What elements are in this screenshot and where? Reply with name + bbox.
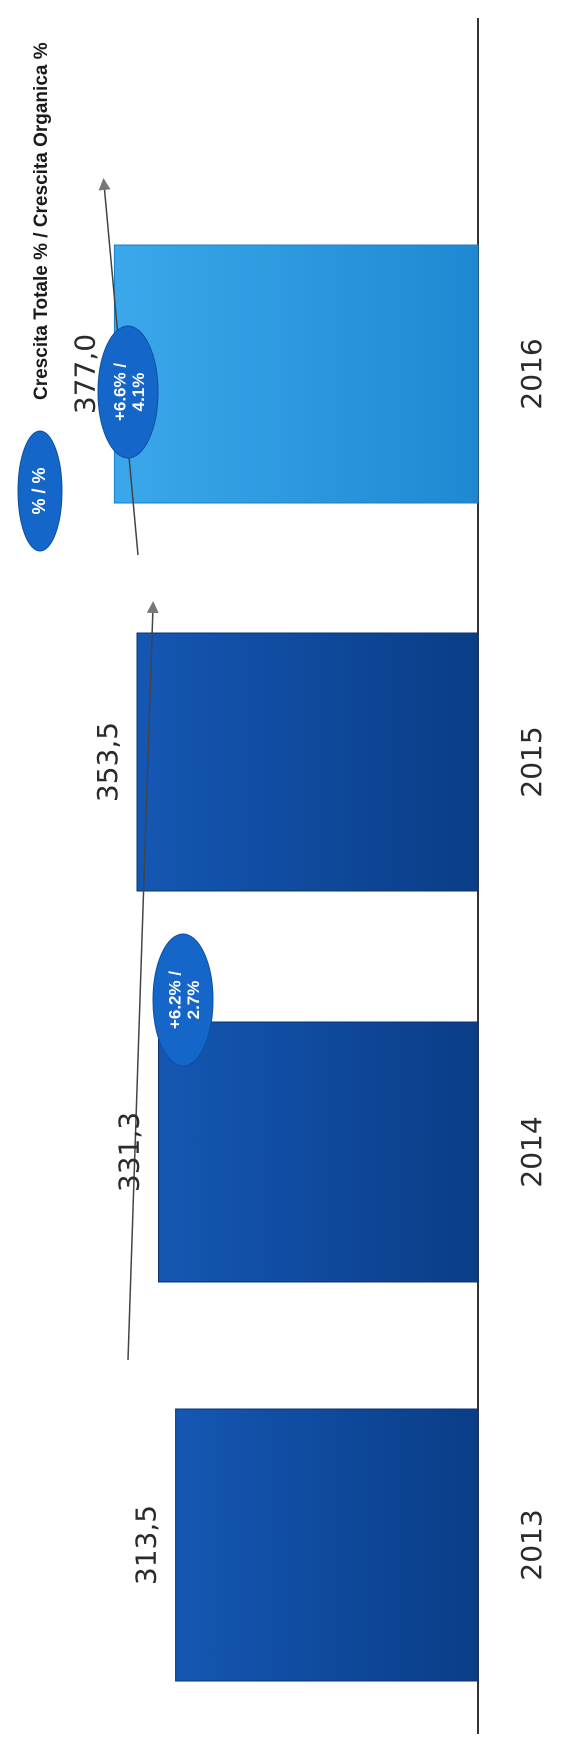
- growth-arrow-1: [127, 601, 159, 1361]
- legend-label: Crescita Totale % / Crescita Organica %: [31, 42, 52, 400]
- bar-2013: [175, 1408, 479, 1682]
- legend-symbol: [17, 430, 63, 552]
- category-label-2014: 2014: [515, 1116, 548, 1187]
- growth-bubble-2: [97, 325, 159, 459]
- bar-2015: [136, 632, 479, 892]
- bar-2016: [113, 244, 479, 504]
- value-label-2013: 313,5: [130, 1505, 163, 1585]
- growth-line-1: +6.2% /: [165, 971, 184, 1029]
- value-label-2014: 331,3: [113, 1112, 146, 1192]
- bar-2014: [158, 1021, 479, 1283]
- growth-bubble-text-1: +6.2% /2.7%: [165, 971, 203, 1029]
- growth-line-2: 2.7%: [184, 981, 203, 1020]
- category-label-2016: 2016: [515, 338, 548, 409]
- growth-line-2: 4.1%: [129, 373, 148, 412]
- growth-bubble-1: [152, 933, 214, 1067]
- category-label-2013: 2013: [515, 1509, 548, 1580]
- category-label-2015: 2015: [515, 726, 548, 797]
- value-label-2016: 377,0: [68, 334, 101, 414]
- legend-symbol-text: % / %: [29, 467, 49, 514]
- growth-line-1: +6.6% /: [110, 363, 129, 421]
- growth-bubble-text-2: +6.6% /4.1%: [110, 363, 148, 421]
- legend: % / % Crescita Totale % / Crescita Organi…: [17, 42, 63, 552]
- value-label-2015: 353,5: [91, 722, 124, 802]
